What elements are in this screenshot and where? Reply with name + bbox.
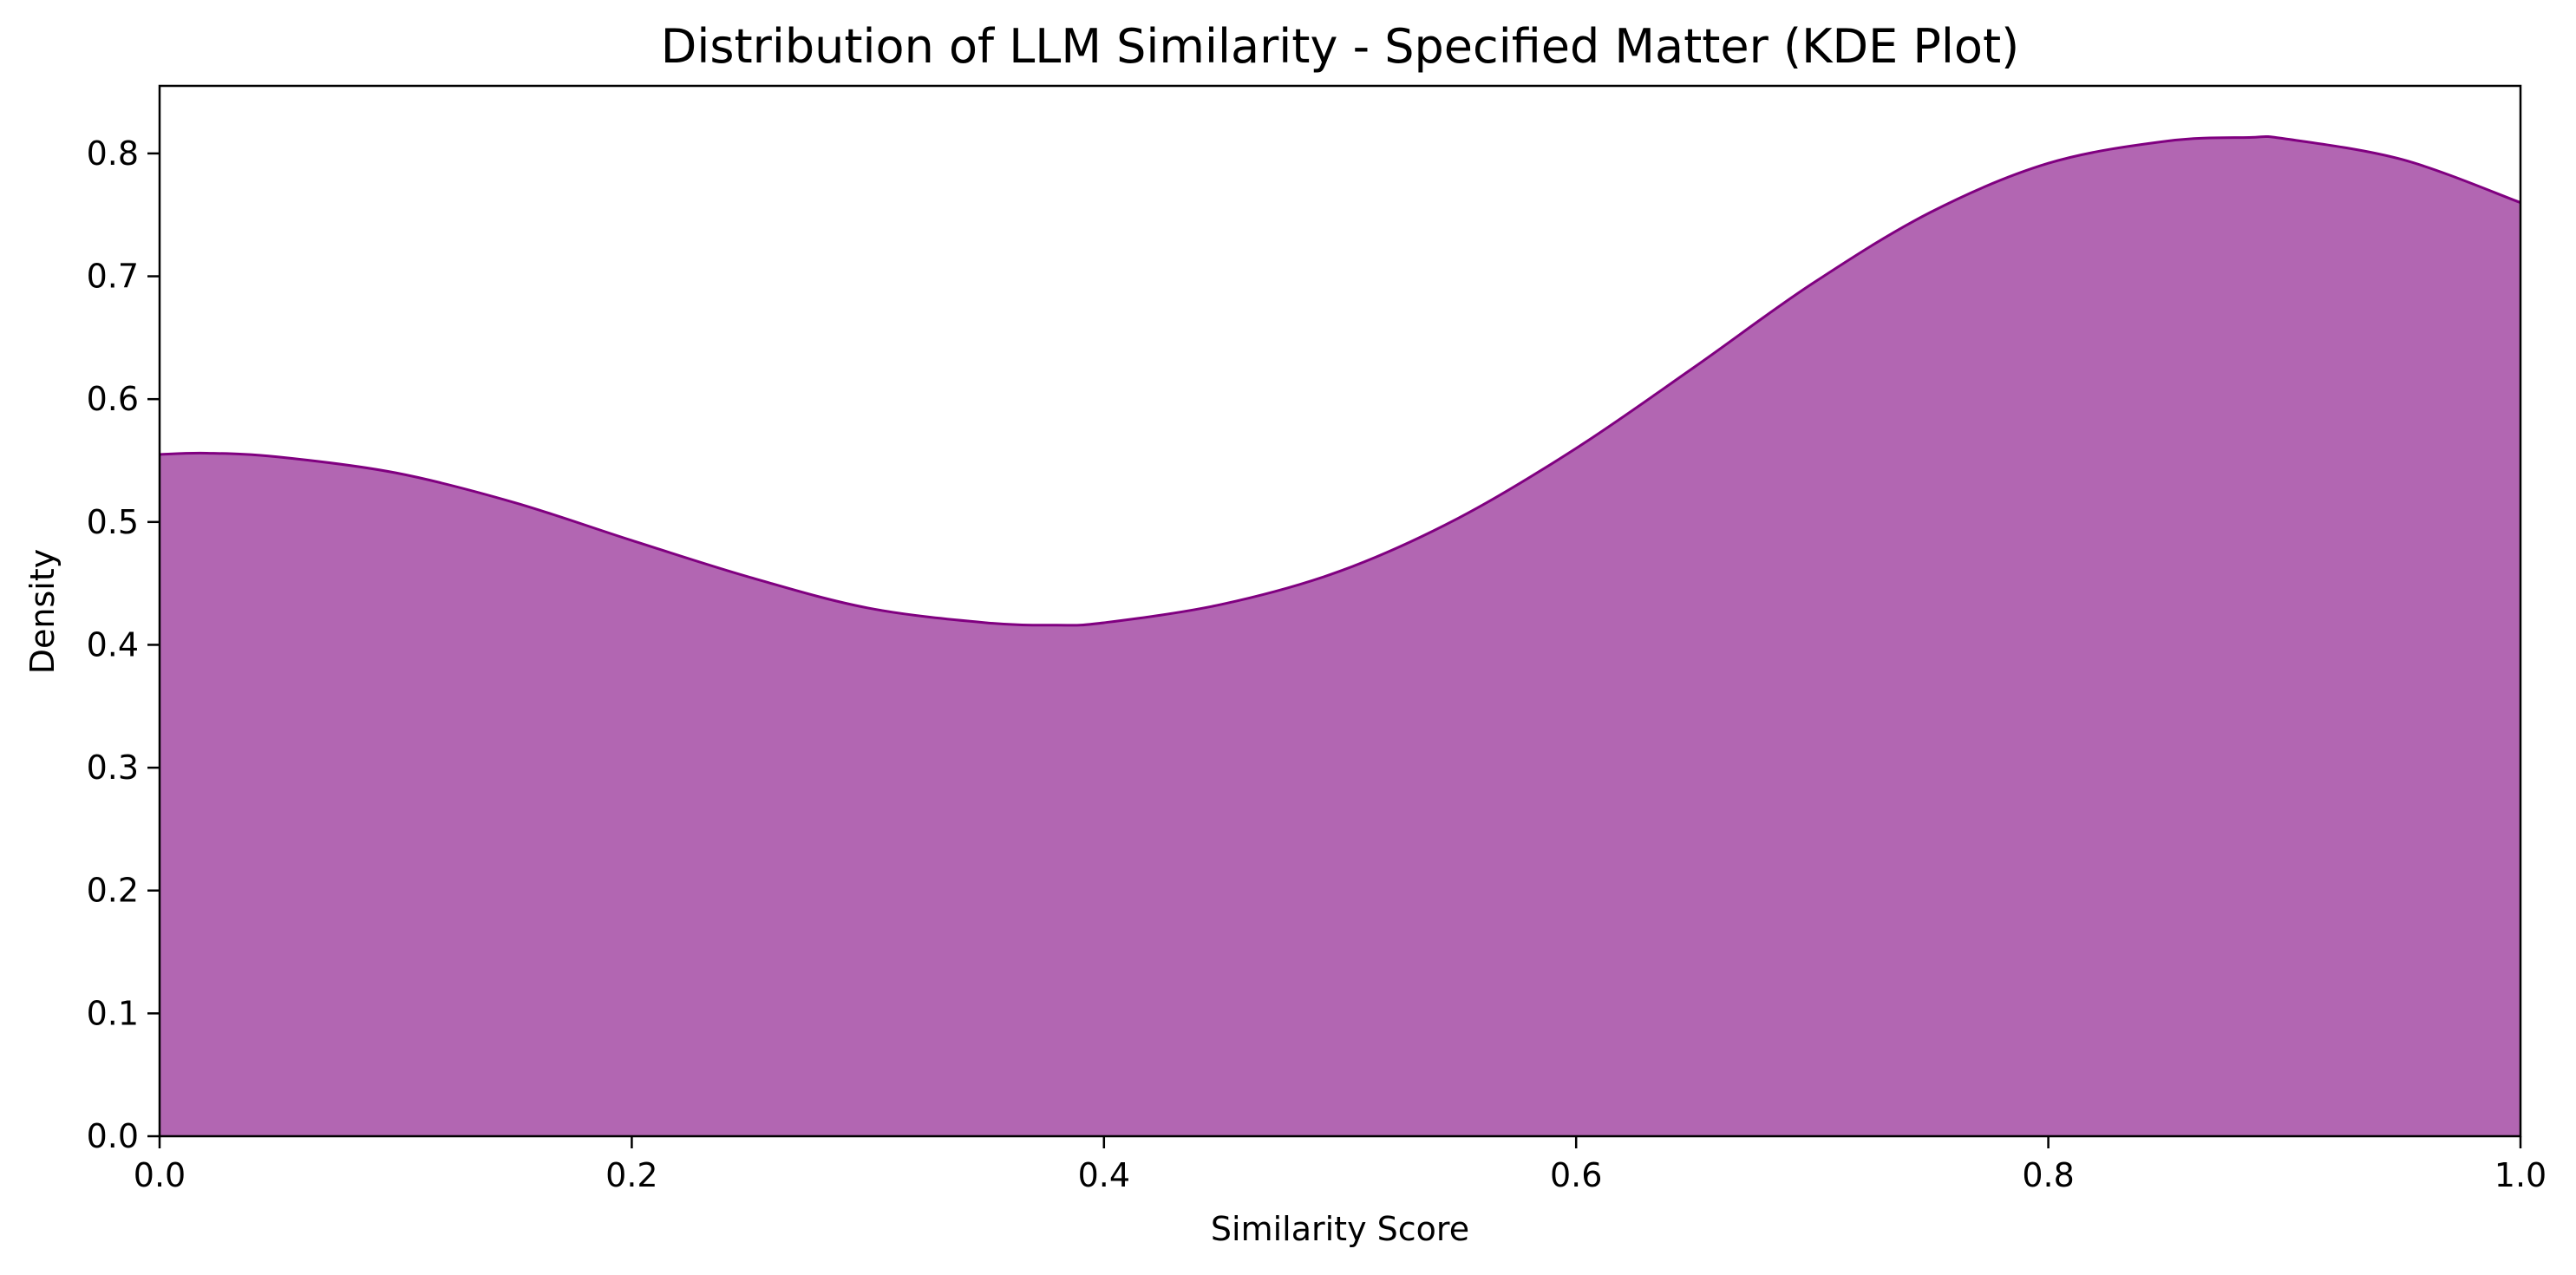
y-tick-label: 0.5 <box>87 503 139 541</box>
y-tick-label: 0.0 <box>87 1117 139 1155</box>
density-curve-line <box>159 134 2521 627</box>
x-tick-label: 1.0 <box>2494 1156 2547 1194</box>
density-area-fill <box>160 136 2520 1136</box>
y-tick-label: 0.7 <box>87 258 139 296</box>
axis-ticks-group: 0.0 0.2 0.4 0.6 0.8 1.0 0.0 0.1 0.2 0.3 0.4 0.5 0.6 0… <box>87 134 2547 1194</box>
x-tick-label: 0.8 <box>2022 1156 2074 1194</box>
y-tick-label: 0.8 <box>87 134 139 173</box>
x-tick-label: 0.2 <box>605 1156 657 1194</box>
y-tick-label: 0.3 <box>87 749 139 787</box>
x-tick-label: 0.6 <box>1550 1156 1602 1194</box>
x-tick-label: 0.4 <box>1078 1156 1130 1194</box>
y-tick-label: 0.2 <box>87 872 139 910</box>
x-tick-label: 0.0 <box>134 1156 186 1194</box>
plot-frame <box>158 84 2522 1138</box>
x-axis-label: Similarity Score <box>1211 1210 1469 1248</box>
y-axis-label: Density <box>23 549 62 674</box>
chart-title: Distribution of LLM Similarity - Specifi… <box>661 19 2019 74</box>
y-tick-label: 0.6 <box>87 380 139 418</box>
y-tick-label: 0.1 <box>87 994 139 1032</box>
y-tick-label: 0.4 <box>87 625 139 664</box>
density-area-group <box>159 134 2521 1136</box>
